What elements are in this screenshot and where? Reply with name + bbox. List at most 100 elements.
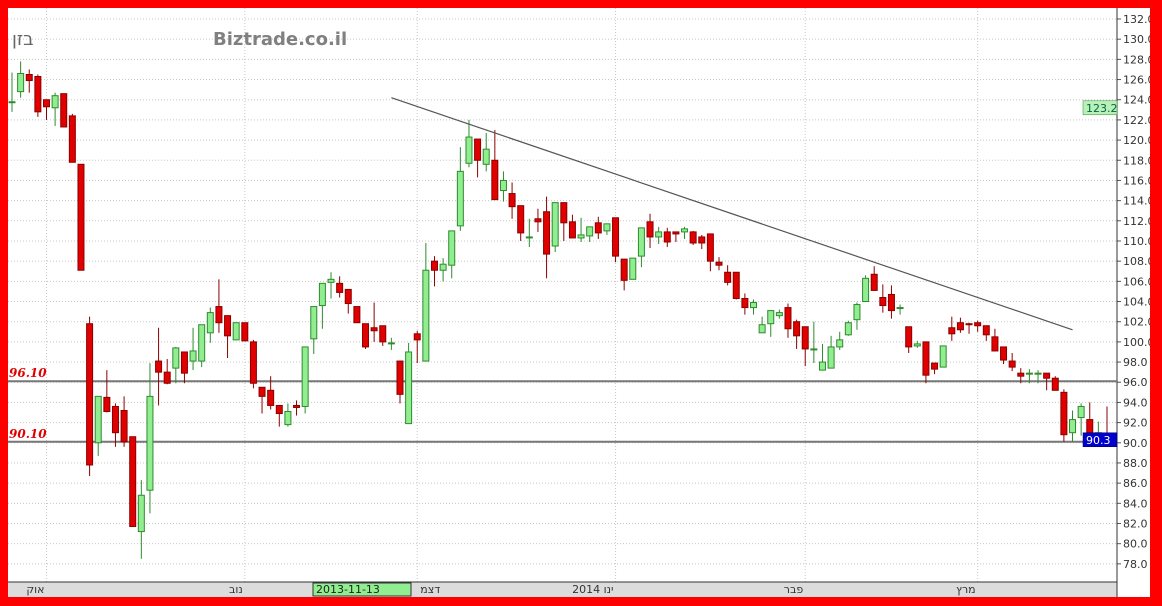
y-tick-label: 102.0 — [1123, 316, 1150, 329]
candle-down — [25, 73, 33, 82]
y-tick-label: 98.0 — [1123, 356, 1148, 369]
candle-down — [413, 333, 421, 341]
candle-down — [965, 323, 973, 326]
candle-up — [232, 322, 240, 341]
candle-down — [68, 115, 76, 163]
candle-down — [120, 409, 128, 443]
symbol-label: בזן — [12, 29, 34, 50]
candle-down — [982, 325, 990, 336]
y-tick-label: 104.0 — [1123, 296, 1150, 309]
candle-up — [913, 343, 921, 347]
candle-up — [939, 345, 947, 368]
cursor-date-label: 2013-11-13 — [316, 583, 380, 596]
candlestick-chart[interactable]: 78.0 80.0 82.0 84.0 86.0 88.0 90.0 92.0 94.0 96.0… — [8, 8, 1150, 597]
candle-down — [974, 322, 982, 327]
candle-down — [801, 326, 809, 350]
candle-up — [51, 95, 59, 109]
candle-up — [327, 278, 335, 283]
candle-down — [362, 323, 370, 348]
candle-down — [491, 159, 499, 201]
candle-up — [206, 312, 214, 334]
candle-up — [439, 263, 447, 271]
candle-down — [534, 218, 542, 223]
candle-down — [60, 93, 68, 128]
candle-down — [249, 341, 257, 384]
candle-down — [698, 236, 706, 244]
candle-down — [879, 296, 887, 307]
candle-down — [793, 321, 801, 337]
candle-down — [267, 389, 275, 406]
chart-frame: 78.0 80.0 82.0 84.0 86.0 88.0 90.0 92.0 94.0 96.0… — [8, 8, 1150, 597]
y-tick-label: 108.0 — [1123, 255, 1150, 268]
candle-up — [456, 170, 464, 227]
y-tick-label: 120.0 — [1123, 134, 1150, 147]
candle-up — [284, 411, 292, 426]
candle-down — [34, 76, 42, 113]
candle-up — [387, 342, 395, 345]
candle-up — [301, 346, 309, 407]
candle-down — [594, 222, 602, 234]
candle-down — [870, 273, 878, 291]
y-tick-label: 126.0 — [1123, 74, 1150, 87]
y-tick-label: 110.0 — [1123, 235, 1150, 248]
candle-down — [86, 323, 94, 466]
candle-up — [198, 324, 206, 362]
candle-up — [310, 306, 318, 340]
candle-down — [1017, 372, 1025, 377]
y-tick-label: 86.0 — [1123, 477, 1148, 490]
candle-down — [715, 261, 723, 266]
x-tick-label: מרץ — [956, 583, 976, 596]
candle-down — [224, 315, 232, 337]
y-tick-label: 130.0 — [1123, 33, 1150, 46]
x-axis-band — [8, 582, 1117, 597]
x-tick-label: פבר — [784, 583, 804, 596]
candle-up — [448, 230, 456, 266]
y-tick-label: 94.0 — [1123, 396, 1148, 409]
y-tick-label: 100.0 — [1123, 336, 1150, 349]
price-tag-label: 90.3 — [1086, 434, 1111, 447]
candle-down — [103, 396, 111, 413]
candle-up — [603, 223, 611, 232]
candle-down — [163, 371, 171, 384]
candle-down — [620, 258, 628, 281]
support-level-label: 96.10 — [9, 366, 47, 380]
candle-up — [146, 395, 154, 491]
candle-down — [517, 205, 525, 234]
y-tick-label: 114.0 — [1123, 195, 1150, 208]
candle-up — [1069, 419, 1077, 434]
candle-up — [465, 136, 473, 164]
trendline — [391, 97, 1073, 331]
y-tick-label: 82.0 — [1123, 518, 1148, 531]
candle-down — [887, 293, 895, 312]
candle-down — [568, 221, 576, 239]
candle-down — [732, 271, 740, 299]
candle-down — [1051, 377, 1059, 391]
candle-down — [370, 327, 378, 332]
y-tick-label: 90.0 — [1123, 437, 1148, 450]
candle-up — [422, 269, 430, 362]
candle-up — [853, 304, 861, 321]
candle-down — [991, 336, 999, 352]
y-tick-label: 124.0 — [1123, 94, 1150, 107]
candle-down — [1086, 419, 1094, 434]
y-tick-label: 122.0 — [1123, 114, 1150, 127]
candle-up — [844, 322, 852, 336]
candle-up — [405, 351, 413, 425]
candle-down — [508, 193, 516, 208]
candle-down — [560, 202, 568, 224]
y-tick-label: 116.0 — [1123, 174, 1150, 187]
candle-down — [241, 322, 249, 342]
candle-up — [586, 226, 594, 237]
candle-down — [905, 326, 913, 348]
candle-down — [77, 163, 85, 271]
cursor-date-box — [312, 582, 412, 597]
candle-up — [758, 324, 766, 334]
y-tick-label: 92.0 — [1123, 417, 1148, 430]
candle-up — [655, 231, 663, 238]
candle-up — [17, 72, 25, 93]
candle-up — [775, 312, 783, 317]
candle-down — [336, 282, 344, 293]
candle-down — [724, 271, 732, 283]
candle-down — [353, 306, 361, 324]
candle-down — [612, 217, 620, 257]
